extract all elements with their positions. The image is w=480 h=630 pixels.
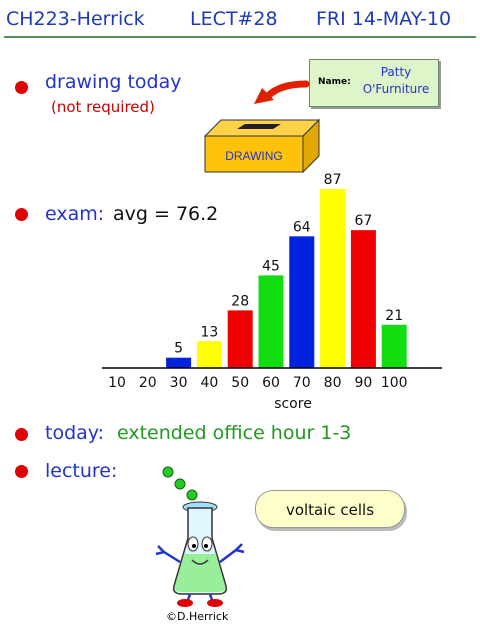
copyright-credit: ©D.Herrick xyxy=(166,610,229,623)
drawing-note: (not required) xyxy=(51,98,155,116)
drawing-box-icon: DRAWING xyxy=(203,118,321,174)
flask-mascot-icon xyxy=(155,466,245,607)
data-label-30: 5 xyxy=(174,341,183,357)
data-label-80: 87 xyxy=(324,172,342,188)
bar-90 xyxy=(350,230,376,368)
bar-60 xyxy=(258,275,284,368)
bar-30 xyxy=(166,357,192,368)
tick-label-100: 100 xyxy=(381,375,408,391)
lecture-number: LECT#28 xyxy=(190,8,278,30)
name-card: Name: Patty O'Furniture xyxy=(309,59,439,107)
bar-70 xyxy=(289,236,315,368)
balloon-text: voltaic cells xyxy=(285,501,375,519)
tick-label-20: 20 xyxy=(139,375,157,391)
bar-50 xyxy=(227,310,253,368)
data-label-90: 67 xyxy=(354,213,372,229)
bullet-icon xyxy=(15,465,28,478)
tick-label-40: 40 xyxy=(200,375,218,391)
lecture-label: lecture: xyxy=(45,460,118,482)
score-histogram: 10 20 5 30 13 40 28 50 45 60 64 70 87 80 67 90 21 100 scor… xyxy=(102,172,442,412)
tick-label-60: 60 xyxy=(262,375,280,391)
data-label-50: 28 xyxy=(231,293,249,309)
bar-100 xyxy=(381,324,407,368)
data-label-70: 64 xyxy=(293,219,311,235)
bar-80 xyxy=(320,189,346,368)
tick-label-80: 80 xyxy=(324,375,342,391)
bullet-icon xyxy=(15,428,28,441)
tick-label-70: 70 xyxy=(293,375,311,391)
bullet-icon xyxy=(15,208,28,221)
drawing-box-label: DRAWING xyxy=(225,149,283,163)
office-hour-text: extended office hour 1-3 xyxy=(117,422,352,444)
today-label: today: xyxy=(45,422,105,444)
data-label-60: 45 xyxy=(262,258,280,274)
x-axis-label: score xyxy=(274,396,312,412)
name-card-label: Name: xyxy=(318,77,351,87)
tick-label-50: 50 xyxy=(231,375,249,391)
tick-label-30: 30 xyxy=(170,375,188,391)
bar-40 xyxy=(196,341,222,368)
course-title: CH223-Herrick xyxy=(6,8,145,30)
exam-average: avg = 76.2 xyxy=(113,203,219,225)
tick-label-90: 90 xyxy=(354,375,372,391)
tick-label-10: 10 xyxy=(108,375,126,391)
header-divider xyxy=(4,36,476,38)
name-card-value: Patty O'Furniture xyxy=(362,65,430,96)
data-label-40: 13 xyxy=(200,324,218,340)
lecture-date: FRI 14-MAY-10 xyxy=(316,8,452,30)
bullet-icon xyxy=(15,81,28,94)
drawing-label: drawing today xyxy=(45,71,182,93)
curved-arrow-icon xyxy=(254,80,310,104)
exam-label: exam: xyxy=(45,203,105,225)
speech-balloon: voltaic cells xyxy=(255,490,405,528)
data-label-100: 21 xyxy=(385,308,403,324)
header: CH223-Herrick LECT#28 FRI 14-MAY-10 xyxy=(0,0,480,40)
